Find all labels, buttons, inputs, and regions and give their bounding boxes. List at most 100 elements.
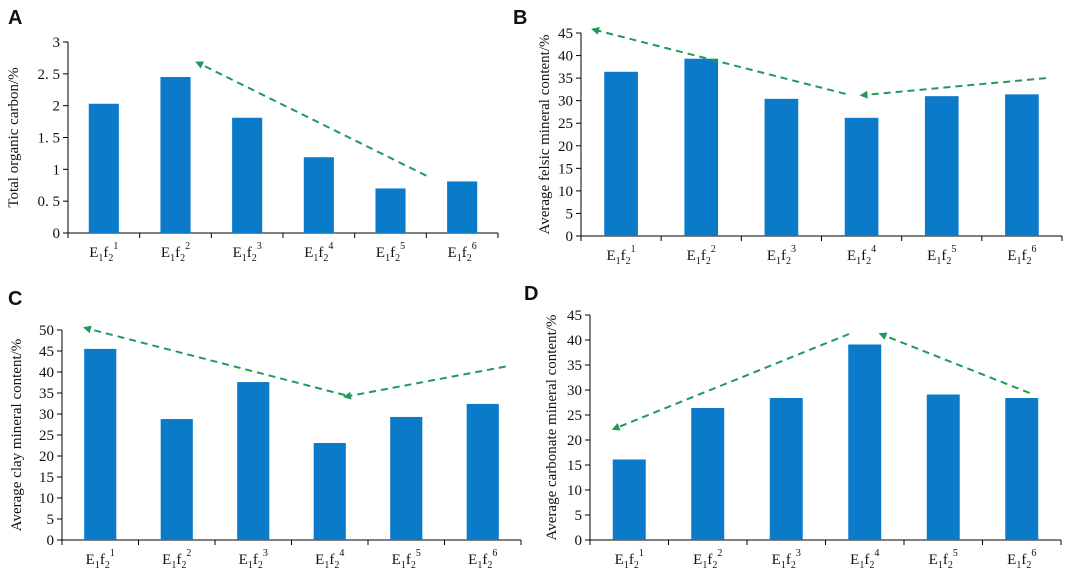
y-tick-label: 20 xyxy=(567,433,582,449)
y-axis-label: Average carbonate mineral content/% xyxy=(544,315,560,541)
x-tick-label: E1f23 xyxy=(767,244,796,267)
panel-c-clay-mineral: C 0 5 10 15 20 25 30 35 40 45 50 E1f21 E1f22 E1f23 E1f… xyxy=(8,288,522,568)
x-tick-label: E1f25 xyxy=(376,241,405,264)
x-tick-label: E1f26 xyxy=(468,548,497,568)
y-tick-label: 10 xyxy=(558,184,573,200)
y-tick-label: 15 xyxy=(558,161,573,177)
panel-letter-b: B xyxy=(513,7,527,29)
bar-c-5 xyxy=(390,416,423,540)
trend-arrow xyxy=(859,77,1047,99)
x-tick-label: E1f26 xyxy=(448,241,477,264)
y-tick-label: 25 xyxy=(558,116,573,132)
panel-letter-c: C xyxy=(8,288,22,310)
x-tick-label: E1f25 xyxy=(929,548,958,568)
bar-d-1 xyxy=(612,459,646,540)
x-tick-label: E1f23 xyxy=(772,548,801,568)
bar-d-4 xyxy=(848,344,882,540)
x-tick-label: E1f24 xyxy=(850,548,879,568)
x-tick-label: E1f22 xyxy=(161,241,190,264)
y-tick-label: 25 xyxy=(39,428,54,444)
trend-arrow xyxy=(83,325,346,397)
bar-c-4 xyxy=(313,442,346,540)
y-tick-label: 35 xyxy=(39,386,54,402)
x-tick-label: E1f25 xyxy=(392,548,421,568)
y-tick-label: 1 xyxy=(53,162,61,178)
y-tick-label: 45 xyxy=(567,308,582,324)
y-tick-label: 15 xyxy=(39,470,54,486)
bar-b-6 xyxy=(1005,94,1039,237)
y-tick-label: 20 xyxy=(39,449,54,465)
y-tick-label: 35 xyxy=(567,358,582,374)
x-tick-label: E1f23 xyxy=(239,548,268,568)
y-tick-label: 30 xyxy=(39,407,54,423)
x-tick-label: E1f24 xyxy=(315,548,344,568)
bar-a-1 xyxy=(88,103,119,233)
trend-arrow xyxy=(591,27,846,95)
x-tick-label: E1f24 xyxy=(304,241,333,264)
y-tick-label: 40 xyxy=(558,49,573,65)
x-tick-label: E1f21 xyxy=(89,241,118,264)
bar-d-5 xyxy=(926,394,960,540)
y-tick-label: 25 xyxy=(567,408,582,424)
y-tick-label: 0 xyxy=(53,226,61,242)
y-tick-label: 20 xyxy=(558,139,573,155)
trend-arrow xyxy=(195,61,427,177)
y-axis-label: Total organic carbon/% xyxy=(6,67,22,207)
bar-b-1 xyxy=(604,71,638,236)
bar-c-1 xyxy=(84,348,117,540)
y-axis-label: Average felsic mineral content/% xyxy=(537,34,553,234)
y-tick-label: 2. 5 xyxy=(38,67,61,83)
x-tick-label: E1f24 xyxy=(847,244,876,267)
y-tick-label: 30 xyxy=(567,383,582,399)
y-tick-label: 3 xyxy=(53,35,61,51)
bar-d-3 xyxy=(769,398,803,540)
y-tick-label: 10 xyxy=(567,483,582,499)
y-tick-label: 50 xyxy=(39,323,54,339)
panel-a-total-organic-carbon: A 0 0. 5 1 1. 5 2 2. 5 3 E1f21 E1f22 E1f23 E1f24 E1… xyxy=(6,7,499,264)
y-tick-label: 2 xyxy=(53,99,61,115)
x-tick-label: E1f26 xyxy=(1007,548,1036,568)
bar-b-4 xyxy=(844,117,879,236)
bar-d-2 xyxy=(691,408,725,540)
y-tick-label: 10 xyxy=(39,491,54,507)
y-tick-label: 35 xyxy=(558,71,573,87)
x-tick-label: E1f22 xyxy=(693,548,722,568)
x-tick-label: E1f26 xyxy=(1007,244,1036,267)
y-tick-label: 30 xyxy=(558,94,573,110)
trend-arrow xyxy=(611,333,850,431)
y-tick-label: 40 xyxy=(567,333,582,349)
y-tick-label: 0 xyxy=(47,533,55,549)
y-tick-label: 45 xyxy=(558,26,573,42)
panel-d-carbonate-mineral: D 0 5 10 15 20 25 30 35 40 45 E1f21 E1f22 E1f23 E1f24… xyxy=(524,283,1062,568)
x-tick-label: E1f25 xyxy=(927,244,956,267)
bar-a-3 xyxy=(232,117,263,233)
bar-c-3 xyxy=(237,382,270,540)
x-tick-label: E1f21 xyxy=(86,548,115,568)
y-tick-label: 5 xyxy=(566,206,574,222)
x-tick-label: E1f21 xyxy=(615,548,644,568)
bar-b-5 xyxy=(924,96,959,237)
x-tick-label: E1f22 xyxy=(162,548,191,568)
y-tick-label: 1. 5 xyxy=(38,131,61,147)
bar-c-6 xyxy=(466,403,499,540)
y-axis-label: Average clay mineral content/% xyxy=(9,339,25,532)
panel-b-felsic-mineral: B 0 5 10 15 20 25 30 35 40 45 E1f21 E1f22 E1f23 E1f24… xyxy=(513,7,1063,267)
trend-arrow xyxy=(343,365,506,400)
bar-a-2 xyxy=(160,77,191,234)
y-tick-label: 5 xyxy=(47,512,55,528)
y-tick-label: 5 xyxy=(575,508,583,524)
y-tick-label: 0. 5 xyxy=(38,194,61,210)
bar-b-3 xyxy=(764,98,799,237)
trend-arrow xyxy=(878,332,1030,394)
bar-a-5 xyxy=(375,188,406,233)
y-tick-label: 45 xyxy=(39,344,54,360)
bar-c-2 xyxy=(160,419,193,540)
y-tick-label: 40 xyxy=(39,365,54,381)
y-tick-label: 15 xyxy=(567,458,582,474)
bar-d-6 xyxy=(1005,398,1039,540)
bar-a-4 xyxy=(303,157,334,233)
y-tick-label: 0 xyxy=(575,533,583,549)
x-tick-label: E1f21 xyxy=(606,244,635,267)
y-tick-label: 0 xyxy=(566,229,574,245)
